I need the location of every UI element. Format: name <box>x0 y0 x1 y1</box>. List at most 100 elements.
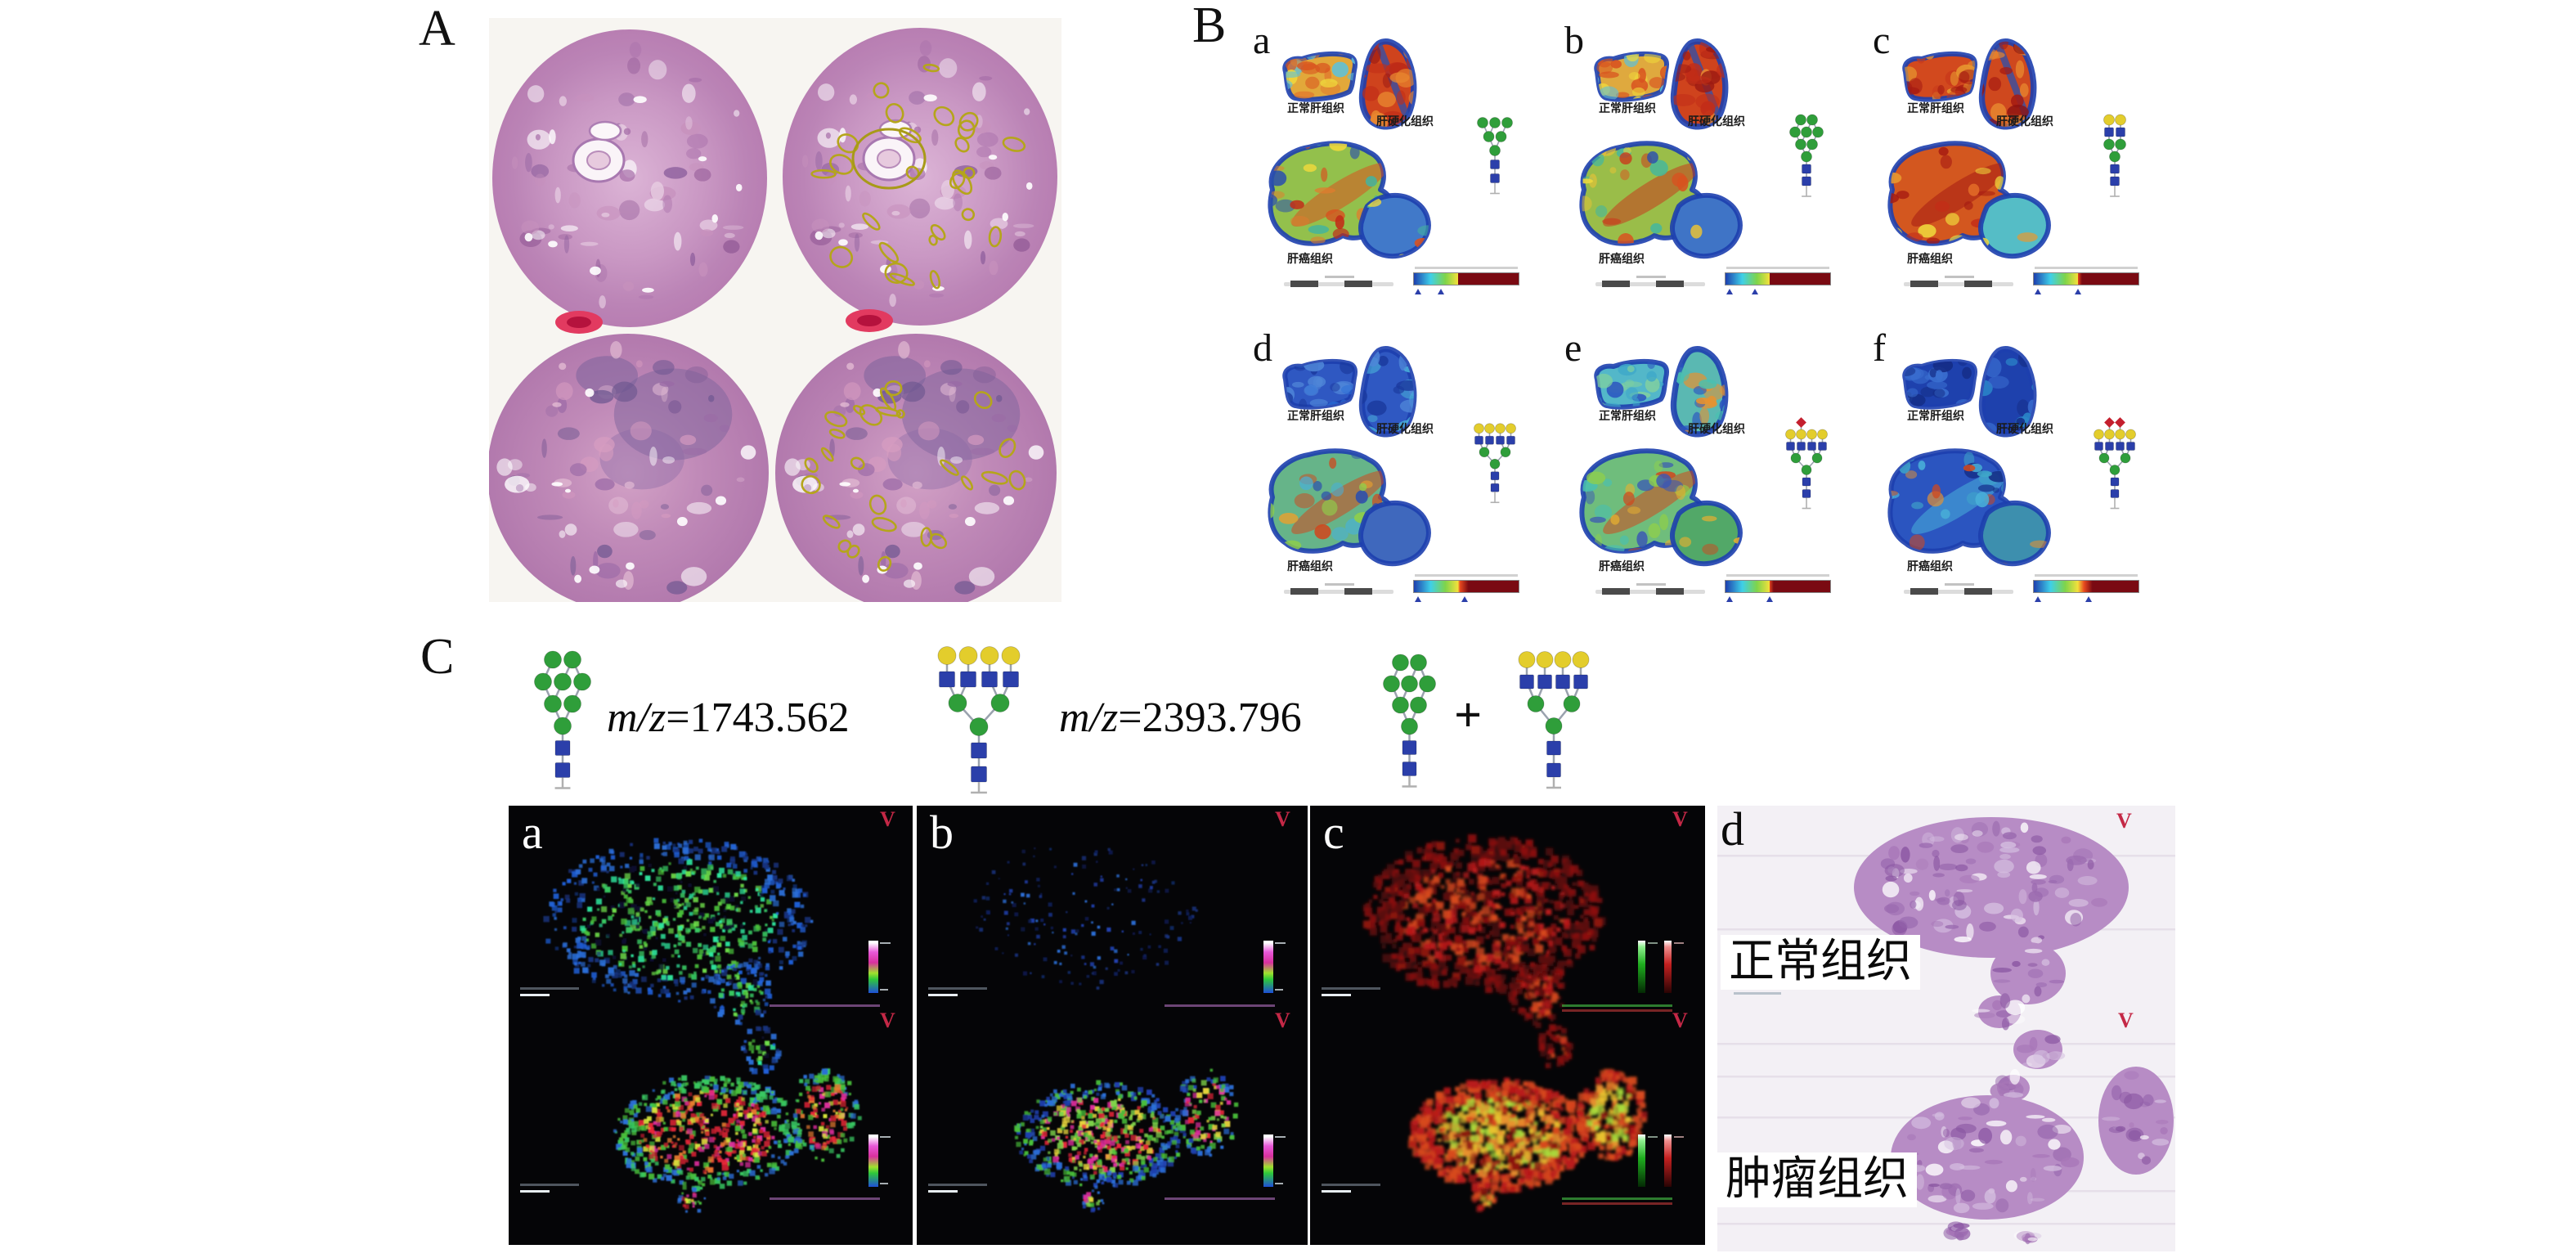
monosaccharide-man <box>969 717 989 736</box>
tissue-cirrhotic-liver <box>1670 346 1729 438</box>
monosaccharide-glcnac <box>1555 674 1570 690</box>
colorbar-marker <box>2085 593 2092 602</box>
scalebar-caption-blur <box>1322 1184 1380 1186</box>
monosaccharide-glcnac <box>2116 127 2125 137</box>
monosaccharide-man <box>1392 654 1409 672</box>
scalebar-line <box>1322 1190 1351 1193</box>
tissue-label-normal: 正常肝组织 <box>1599 410 1656 423</box>
monosaccharide-man <box>1527 695 1545 712</box>
monosaccharide-gal <box>1554 651 1572 668</box>
monosaccharide-man <box>1383 675 1400 693</box>
monosaccharide-glcnac <box>1485 435 1494 445</box>
tissue-label-normal: 正常肝组织 <box>1287 102 1344 115</box>
ruler-track <box>1595 590 1705 594</box>
scale-tick <box>880 1183 888 1184</box>
scale-tick <box>1674 942 1684 944</box>
monosaccharide-gal <box>1796 429 1806 440</box>
monosaccharide-gal <box>1495 423 1506 434</box>
tissue-label-cirrhosis: 肝硬化组织 <box>1688 115 1745 128</box>
tissue-normal-liver <box>1282 51 1358 102</box>
intensity-scale-bar-red <box>1664 1134 1672 1187</box>
monosaccharide-glcnac <box>2126 442 2135 451</box>
monosaccharide-man <box>1812 126 1824 138</box>
monosaccharide-glcnac <box>2110 176 2120 186</box>
tissue-label-cancer: 肝癌组织 <box>1599 560 1645 573</box>
mz-number-2: =2393.796 <box>1118 694 1302 741</box>
msi-speckle-layer <box>677 1187 707 1213</box>
intensity-scale-bar-green <box>1638 941 1645 993</box>
ruler-segment <box>1964 281 1992 287</box>
monosaccharide-glcnac <box>971 766 987 783</box>
monosaccharide-gal <box>1817 429 1828 440</box>
monosaccharide-man <box>990 694 1010 712</box>
monosaccharide-man <box>1795 114 1806 126</box>
msi-speckle-layer <box>1362 834 1606 995</box>
intensity-colorbar <box>1413 267 1521 296</box>
scalebar-line <box>520 1190 550 1193</box>
mz-number-1: =1743.562 <box>666 694 850 741</box>
colorbar-caption-blur <box>1726 574 1829 577</box>
msi-speckle-layer <box>786 1068 862 1162</box>
panel-a-label: A <box>419 1 456 56</box>
ruler-segment <box>1344 281 1372 287</box>
v-marker: V <box>2116 809 2132 833</box>
glycan-icon-tetra_gal_sia2 <box>2094 417 2136 510</box>
colorbar-marker <box>1438 285 1444 294</box>
tissue-label-normal: 正常肝组织 <box>1287 410 1344 423</box>
monosaccharide-glcnac <box>1802 489 1811 498</box>
glycan-icon-tetraantennary <box>937 646 1021 794</box>
ruler-track <box>1904 282 2013 286</box>
colorbar-caption-blur <box>1562 1009 1672 1012</box>
tissue-cirrhotic-liver <box>1670 38 1729 130</box>
msi-image-panel-c: c V V <box>1310 806 1705 1245</box>
colorbar-caption-blur <box>1726 267 1829 269</box>
tissue-label-cirrhosis: 肝硬化组织 <box>1376 115 1434 128</box>
ruler-segment <box>1602 588 1630 595</box>
monosaccharide-man <box>1563 695 1581 712</box>
ruler-segment <box>1656 281 1684 287</box>
monosaccharide-gal <box>937 646 957 665</box>
colorbar-caption-blur <box>2035 267 2138 269</box>
monosaccharide-glcnac <box>554 740 571 756</box>
monosaccharide-glcnac <box>1573 674 1588 690</box>
msi-ion-image <box>543 838 862 1213</box>
monosaccharide-sia <box>2104 417 2115 428</box>
scale-tick <box>1275 1136 1286 1138</box>
monosaccharide-man <box>1811 452 1823 464</box>
tissue-cirrhotic-liver <box>1358 346 1417 438</box>
colorbar-caption-blur <box>770 1004 880 1007</box>
scalebar-caption-blur <box>1734 992 1781 995</box>
colorbar-caption-blur <box>2035 574 2138 577</box>
b-subpanel-letter: a <box>1253 19 1271 62</box>
scale-ruler <box>1904 276 2015 290</box>
colorbar-marker <box>2035 285 2041 294</box>
scalebar-caption-blur <box>520 1184 579 1186</box>
scale-ruler <box>1595 276 1707 290</box>
monosaccharide-man <box>1410 654 1427 672</box>
v-marker: V <box>1672 807 1688 831</box>
msi-speckle-layer <box>741 1026 782 1075</box>
colorbar-caption-blur <box>1165 1197 1275 1200</box>
monosaccharide-man <box>544 650 562 669</box>
tissue-liver-cancer-lobe2 <box>1670 500 1743 567</box>
scalebar-line <box>928 994 958 996</box>
tissue-fragment <box>2013 1030 2066 1069</box>
monosaccharide-man <box>554 672 572 691</box>
ruler-caption-blur <box>1636 276 1666 278</box>
tissue-liver-cancer-lobe2 <box>1670 192 1743 259</box>
panel-b-label: B <box>1192 0 1227 53</box>
annotation-outlines <box>801 380 1026 572</box>
msi-panel-letter: a <box>522 806 543 859</box>
b-subpanel-e: e 正常肝组织 肝硬化组织 肝癌组织 <box>1535 326 1838 612</box>
b-subpanel-letter: f <box>1873 326 1886 370</box>
monosaccharide-man <box>1419 675 1436 693</box>
intensity-scale-bar <box>868 1134 878 1187</box>
b-subpanel-d: d 正常肝组织 肝硬化组织 肝癌组织 <box>1223 326 1526 612</box>
intensity-scale-bar-green <box>1638 1134 1645 1187</box>
tissue-label-cancer: 肝癌组织 <box>1287 560 1333 573</box>
tissue-fragment <box>1854 817 2129 958</box>
tissue-label-cirrhosis: 肝硬化组织 <box>1996 423 2053 436</box>
tissue-cirrhotic-liver <box>1358 38 1417 130</box>
annotation-outlines <box>810 63 1026 290</box>
